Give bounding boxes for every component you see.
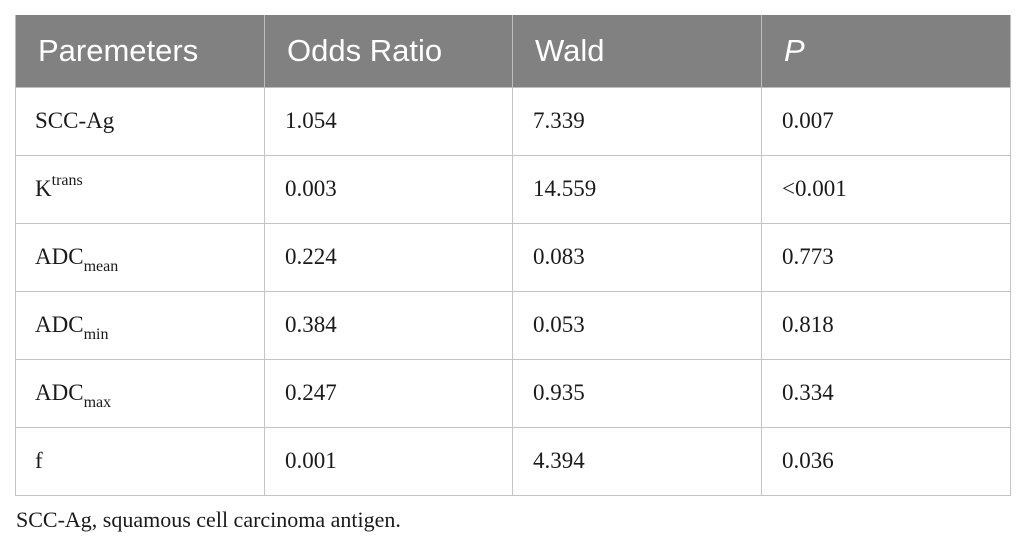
cell-parameter: Ktrans xyxy=(15,154,265,224)
table-row: ADCmean 0.224 0.083 0.773 xyxy=(15,222,1011,292)
cell-wald: 14.559 xyxy=(512,154,762,224)
cell-parameter: ADCmean xyxy=(15,222,265,292)
cell-parameter: f xyxy=(15,426,265,496)
cell-p-value: 0.334 xyxy=(761,358,1011,428)
cell-odds-ratio: 0.247 xyxy=(264,358,513,428)
table-row: f 0.001 4.394 0.036 xyxy=(15,426,1011,496)
cell-p-value: 0.773 xyxy=(761,222,1011,292)
cell-wald: 4.394 xyxy=(512,426,762,496)
cell-odds-ratio: 0.003 xyxy=(264,154,513,224)
table-row: ADCmax 0.247 0.935 0.334 xyxy=(15,358,1011,428)
table-header-row: Paremeters Odds Ratio Wald P xyxy=(15,15,1011,88)
header-wald: Wald xyxy=(512,15,762,88)
results-table: Paremeters Odds Ratio Wald P SCC-Ag 1.05… xyxy=(15,15,1011,496)
parameter-subscript: max xyxy=(83,394,112,411)
cell-odds-ratio: 1.054 xyxy=(264,86,513,156)
cell-odds-ratio: 0.384 xyxy=(264,290,513,360)
parameter-name: ADC xyxy=(35,244,84,269)
cell-wald: 0.053 xyxy=(512,290,762,360)
cell-wald: 7.339 xyxy=(512,86,762,156)
parameter-name: ADC xyxy=(35,312,84,337)
parameter-subscript: min xyxy=(83,326,109,343)
cell-p-value: 0.036 xyxy=(761,426,1011,496)
cell-p-value: 0.818 xyxy=(761,290,1011,360)
cell-parameter: SCC-Ag xyxy=(15,86,265,156)
header-p: P xyxy=(761,15,1011,88)
table-row: Ktrans 0.003 14.559 <0.001 xyxy=(15,154,1011,224)
cell-wald: 0.083 xyxy=(512,222,762,292)
results-table-container: Paremeters Odds Ratio Wald P SCC-Ag 1.05… xyxy=(15,15,1011,496)
parameter-superscript: trans xyxy=(51,172,83,189)
cell-parameter: ADCmax xyxy=(15,358,265,428)
cell-wald: 0.935 xyxy=(512,358,762,428)
parameter-subscript: mean xyxy=(83,258,119,275)
cell-parameter: ADCmin xyxy=(15,290,265,360)
parameter-name: K xyxy=(35,176,52,201)
header-odds-ratio: Odds Ratio xyxy=(264,15,513,88)
table-row: SCC-Ag 1.054 7.339 0.007 xyxy=(15,86,1011,156)
cell-odds-ratio: 0.001 xyxy=(264,426,513,496)
parameter-name: SCC-Ag xyxy=(35,108,115,133)
table-row: ADCmin 0.384 0.053 0.818 xyxy=(15,290,1011,360)
cell-p-value: 0.007 xyxy=(761,86,1011,156)
cell-odds-ratio: 0.224 xyxy=(264,222,513,292)
table-footnote: SCC-Ag, squamous cell carcinoma antigen. xyxy=(16,507,401,532)
cell-p-value: <0.001 xyxy=(761,154,1011,224)
parameter-name: ADC xyxy=(35,380,84,405)
parameter-name: f xyxy=(35,448,43,473)
header-parameters: Paremeters xyxy=(15,15,265,88)
